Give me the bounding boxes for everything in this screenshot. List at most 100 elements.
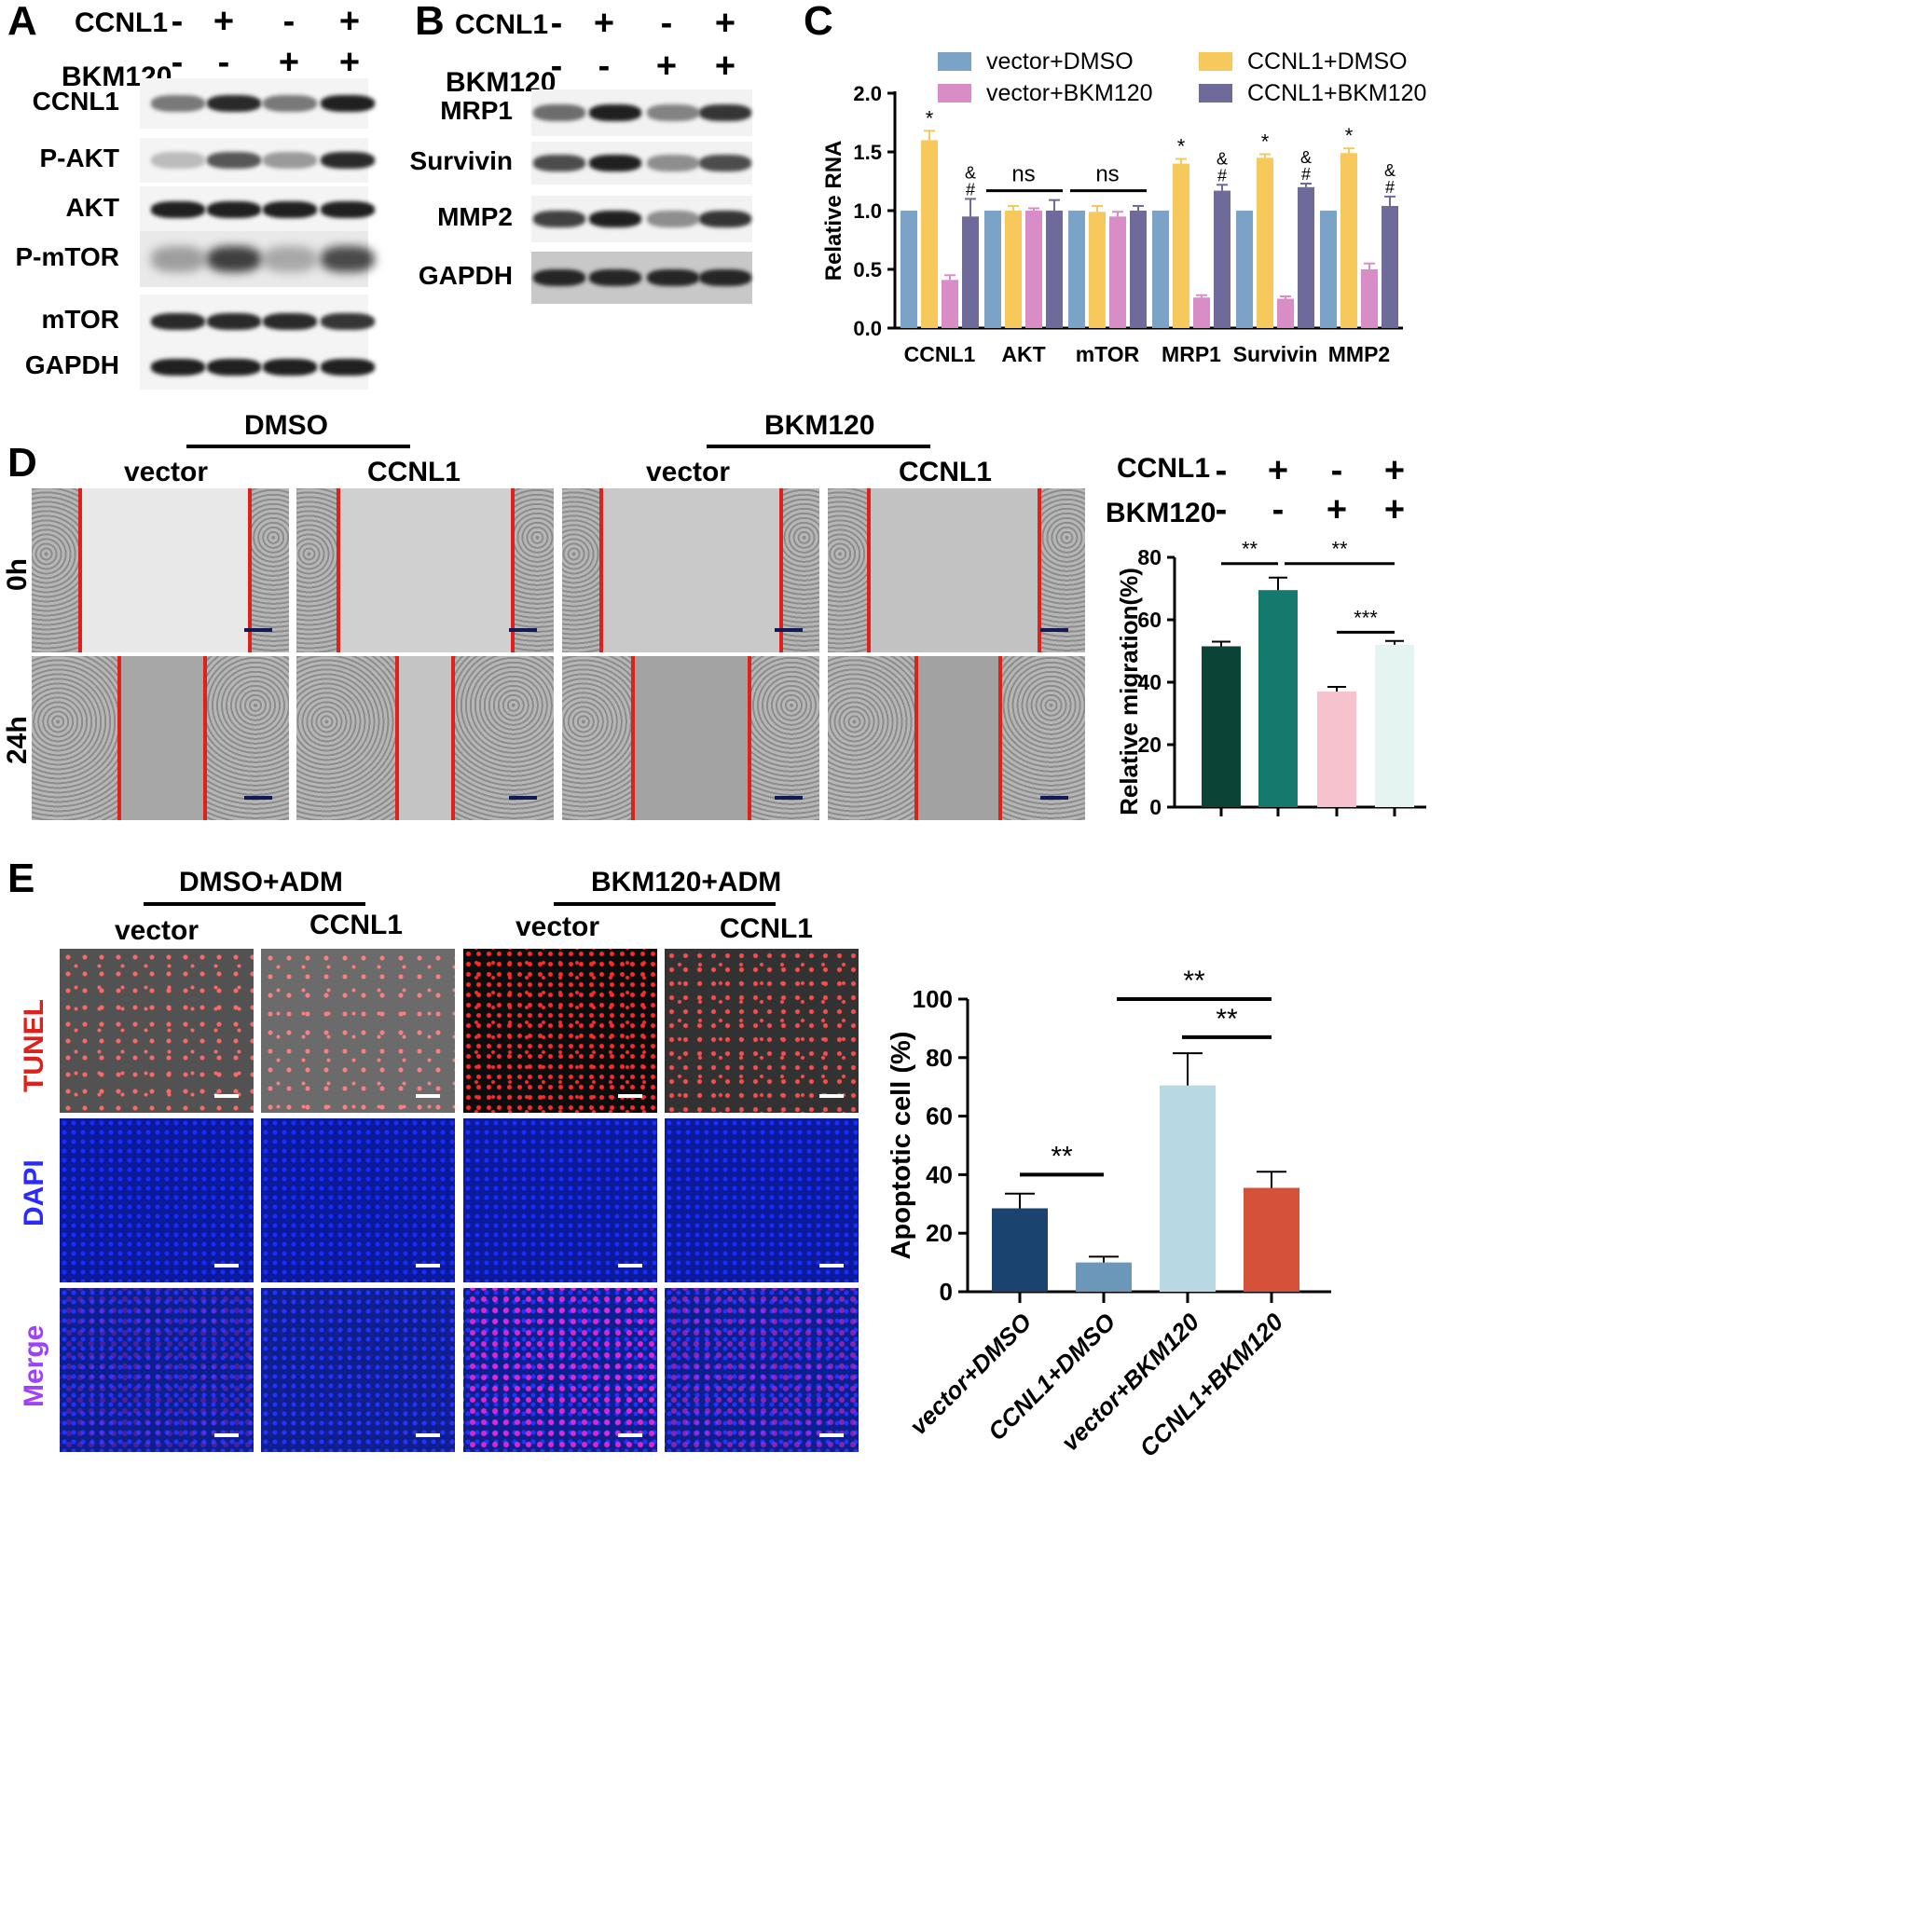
panel-label-d: D [7, 440, 37, 486]
y-tick-label: 20 [926, 1219, 953, 1247]
bar [1005, 211, 1022, 328]
cell-texture [562, 656, 633, 820]
ccnl1-sign: - [550, 4, 563, 43]
bar [1046, 211, 1063, 328]
bar [1258, 590, 1298, 807]
legend-swatch [1199, 84, 1232, 103]
ccnl1-sign: + [1267, 451, 1289, 490]
y-tick-label: 0 [1149, 795, 1162, 819]
x-tick-label: Survivin [1233, 342, 1318, 366]
blot-band [647, 155, 699, 171]
bkm120-sign: - [1215, 490, 1228, 529]
significance-label: ** [1216, 1004, 1238, 1035]
ccnl1-sign: + [593, 4, 615, 43]
bar [1130, 211, 1147, 328]
scale-bar [775, 628, 803, 632]
sig-star: * [1345, 124, 1354, 147]
blot-row-label: Survivin [409, 146, 513, 175]
blot-row [140, 186, 375, 233]
blot-band [151, 359, 205, 376]
y-tick-label: 0 [940, 1278, 953, 1306]
blot-band [699, 269, 751, 286]
scale-bar [1040, 796, 1068, 800]
ns-label: ns [1095, 162, 1119, 187]
legend-label: vector+BKM120 [986, 80, 1153, 106]
blot-band [263, 95, 317, 112]
blot-row-label: mTOR [41, 305, 120, 334]
bkm120-sign: - [217, 43, 230, 82]
bar [1361, 269, 1378, 328]
sig-amp: & [1384, 161, 1395, 180]
bkm120-adm-group-label: BKM120+ADM [591, 867, 782, 897]
blot-band [699, 155, 751, 171]
blot-row [140, 138, 375, 183]
blot-band [533, 269, 585, 286]
blot-band [589, 155, 641, 171]
y-axis-title: Apoptotic cell (%) [887, 1032, 916, 1260]
bar [921, 140, 938, 328]
blot-row [531, 252, 752, 304]
blot-band [321, 201, 375, 218]
y-tick-label: 60 [926, 1103, 953, 1130]
scale-bar [214, 1433, 239, 1437]
cell-texture [32, 488, 80, 652]
blot-band [589, 211, 641, 227]
blot-band [151, 201, 205, 218]
dmso-group-label: DMSO [244, 410, 328, 441]
blot-band [151, 95, 205, 112]
blot-row-label: MMP2 [437, 202, 513, 231]
bkm120-adm-group-line [554, 902, 776, 906]
scale-bar [244, 796, 272, 800]
bar [1244, 1187, 1299, 1292]
bkm120-group-label: BKM120 [764, 410, 875, 441]
blot-row-label: AKT [65, 193, 119, 222]
scratch-image [562, 488, 819, 652]
scratch-image [562, 656, 819, 820]
ccnl1-sign: - [1330, 451, 1343, 490]
blot-band [263, 359, 317, 376]
panel-label-e: E [7, 856, 35, 901]
bar [1160, 1085, 1216, 1292]
x-tick-label: CCNL1+BKM120 [1134, 1308, 1288, 1462]
ccnl1-sign: - [282, 2, 296, 41]
fluorescence-image [261, 1288, 455, 1452]
sig-amp: & [1217, 149, 1228, 168]
cell-texture [562, 488, 601, 652]
y-tick-label: 0.0 [853, 317, 882, 340]
bkm120-sign: - [598, 47, 611, 86]
blot-row [140, 231, 375, 287]
panel-label-c: C [804, 0, 833, 44]
wound-edge-line [1038, 488, 1041, 652]
bkm120-sign: - [1272, 490, 1285, 529]
cell-texture [205, 656, 289, 820]
cell-texture [296, 656, 397, 820]
legend-label: vector+DMSO [986, 48, 1134, 75]
bar [962, 216, 979, 328]
bkm120-sign: - [171, 43, 184, 82]
ccnl1-sign: - [660, 4, 673, 43]
sig-amp: & [1300, 148, 1312, 167]
bar [1193, 297, 1210, 328]
blot-band [533, 104, 585, 121]
blot-band [321, 359, 375, 376]
sig-hash: # [966, 180, 975, 199]
sig-star: * [926, 106, 934, 130]
merge-overlay [60, 1288, 254, 1452]
scale-bar [214, 1094, 239, 1098]
row-label-tunel: TUNEL [19, 999, 49, 1092]
bkm120-sign: + [655, 47, 678, 86]
relative-rna-chart: vector+DMSO CCNL1+DMSO vector+BKM120 CCNL1+… [821, 48, 1426, 366]
significance-label: ** [1183, 969, 1205, 996]
scale-bar [819, 1264, 844, 1267]
bar [1214, 190, 1230, 328]
bar [1089, 212, 1106, 328]
bar [1109, 216, 1126, 328]
sig-star: * [1261, 130, 1270, 154]
blot-band [699, 211, 751, 227]
fluorescence-image [60, 949, 254, 1113]
dmso-adm-group-line [144, 902, 365, 906]
fluorescence-image [261, 1118, 455, 1282]
ccnl1-label: CCNL1 [1117, 453, 1211, 484]
row-label-24h: 24h [2, 716, 33, 764]
sig-hash: # [1385, 178, 1395, 197]
